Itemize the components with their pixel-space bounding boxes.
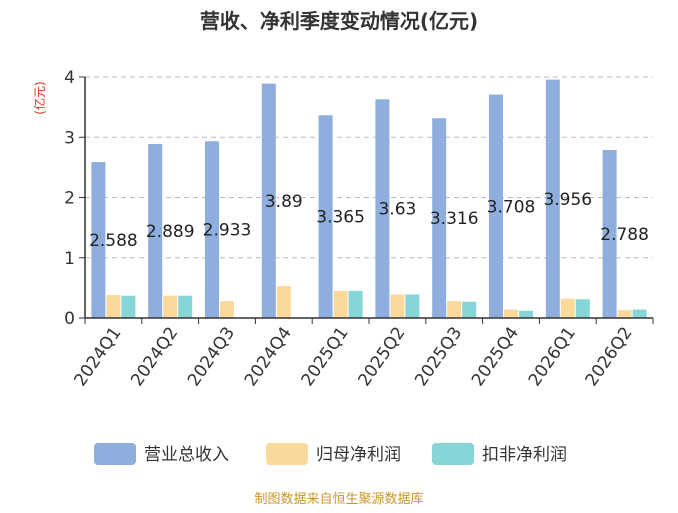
bar-1	[489, 94, 503, 318]
bar-3	[348, 290, 363, 318]
bar-3	[575, 299, 590, 318]
bar-1	[432, 118, 447, 318]
bar-1	[318, 115, 333, 318]
y-tick-label: 0	[64, 309, 75, 329]
bar-2	[390, 294, 405, 318]
x-tick-label: 2026Q1	[525, 323, 580, 390]
data-label: 3.316	[430, 209, 479, 229]
legend-label: 扣非净利润	[482, 445, 567, 465]
data-label: 2.889	[146, 222, 195, 242]
data-label: 3.365	[316, 208, 365, 228]
chart-title: 营收、净利季度变动情况(亿元)	[200, 9, 478, 33]
data-label: 2.588	[89, 231, 138, 251]
bar-1	[602, 150, 617, 318]
legend-swatch	[266, 443, 308, 465]
bar-2	[504, 309, 518, 318]
data-label: 2.788	[600, 225, 649, 245]
bar-3	[519, 310, 533, 318]
data-label: 3.89	[265, 192, 303, 212]
bar-1	[91, 162, 106, 318]
source-note: 制图数据来自恒生聚源数据库	[254, 491, 423, 507]
bar-2	[163, 295, 178, 318]
bar-2	[276, 286, 291, 318]
bar-1	[205, 141, 219, 318]
x-tick-label: 2025Q4	[468, 323, 523, 390]
x-tick-label: 2025Q3	[411, 323, 466, 390]
bar-1	[545, 79, 560, 318]
data-label: 3.708	[487, 197, 536, 217]
y-tick-label: 3	[64, 128, 75, 148]
x-tick-label: 2025Q2	[354, 323, 409, 390]
y-tick-label: 2	[64, 189, 75, 209]
bar-3	[462, 301, 477, 318]
bar-2	[617, 310, 632, 318]
bar-1	[375, 99, 390, 318]
bar-3	[178, 295, 193, 318]
bar-2	[560, 298, 575, 318]
bar-2	[447, 301, 462, 318]
bar-1	[148, 143, 163, 318]
bar-2	[106, 295, 121, 318]
data-label: 3.956	[543, 190, 592, 210]
legend-swatch	[94, 443, 136, 465]
bar-2	[333, 290, 348, 318]
x-tick-label: 2025Q1	[298, 323, 353, 390]
bar-3	[405, 294, 420, 318]
legend-label: 归母净利润	[316, 445, 401, 465]
bar-1	[261, 83, 276, 318]
x-tick-label: 2026Q2	[582, 323, 637, 390]
data-label: 3.63	[378, 200, 416, 220]
x-tick-label: 2024Q2	[127, 323, 182, 390]
bar-3	[632, 309, 647, 318]
data-label: 2.933	[203, 221, 252, 241]
legend-label: 营业总收入	[144, 445, 229, 465]
x-tick-label: 2024Q3	[184, 323, 239, 390]
y-tick-label: 1	[64, 249, 75, 269]
x-tick-label: 2024Q4	[241, 323, 296, 390]
bar-2	[220, 301, 234, 318]
y-axis-label: (亿元)	[32, 81, 47, 114]
x-tick-label: 2024Q1	[70, 323, 125, 390]
bar-3	[121, 295, 136, 318]
legend-swatch	[432, 443, 474, 465]
y-tick-label: 4	[64, 68, 75, 88]
